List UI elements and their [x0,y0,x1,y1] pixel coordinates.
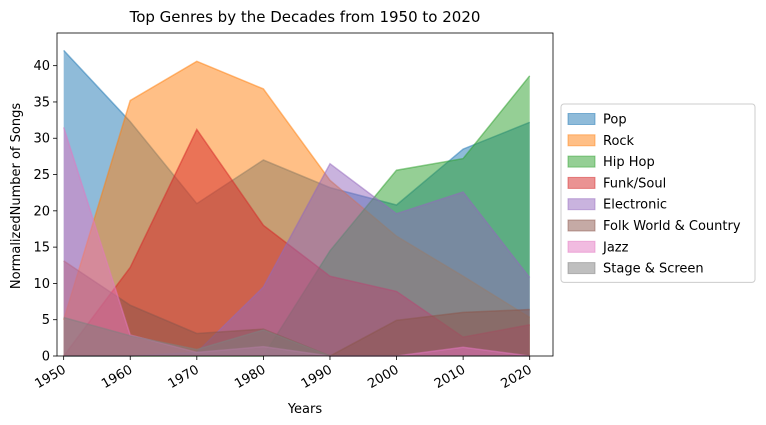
legend-swatch [567,262,596,275]
series-areas [62,49,531,357]
legend: Pop Rock Hip Hop Funk/Soul Electronic Folk Wo… [560,103,756,283]
x-tick-label: 2020 [499,362,535,392]
y-tick-label: 25 [33,168,50,183]
y-tick-label: 30 [33,132,50,147]
area-electronic [63,163,530,356]
legend-swatch [567,219,596,232]
x-axis: 1950 1960 1970 1980 1990 2000 2010 2020 [32,356,535,392]
y-tick-label: 0 [42,350,50,365]
y-tick-label: 10 [33,277,50,292]
x-tick-label: 1980 [232,362,268,392]
legend-label: Stage & Screen [603,262,704,277]
legend-label: Pop [603,113,627,128]
legend-label: Jazz [602,240,629,255]
y-tick-label: 15 [33,241,50,256]
legend-swatch [567,155,596,168]
x-tick-label: 1950 [32,362,68,392]
y-axis: 0 5 10 15 20 25 30 35 40 [33,59,57,365]
plot-frame [56,32,554,357]
legend-swatch [567,198,596,211]
area-funk-soul [63,129,530,356]
legend-label: Rock [603,134,635,149]
legend-label: Hip Hop [603,155,655,170]
x-tick-label: 1990 [299,362,335,392]
legend-box [560,103,756,283]
legend-swatch [567,176,596,189]
legend-label: Electronic [603,198,667,213]
x-tick-label: 2010 [432,362,468,392]
x-tick-label: 1970 [166,362,202,392]
y-tick-label: 35 [33,95,50,110]
legend-label: Funk/Soul [603,176,666,191]
legend-swatch [567,113,596,125]
legend-swatch [567,240,596,253]
chart-title: Top Genres by the Decades from 1950 to 2… [129,8,481,26]
y-tick-label: 5 [42,313,50,328]
x-axis-label: Years [287,402,323,417]
legend-label: Folk World & Country [603,219,741,234]
area-folk-world-country [63,260,530,356]
x-tick-label: 1960 [99,362,135,392]
y-tick-label: 40 [33,59,50,74]
legend-swatch [567,134,596,147]
y-axis-label: NormalizedNumber of Songs [9,103,24,289]
y-tick-label: 20 [33,204,50,219]
x-tick-label: 2000 [365,362,401,392]
